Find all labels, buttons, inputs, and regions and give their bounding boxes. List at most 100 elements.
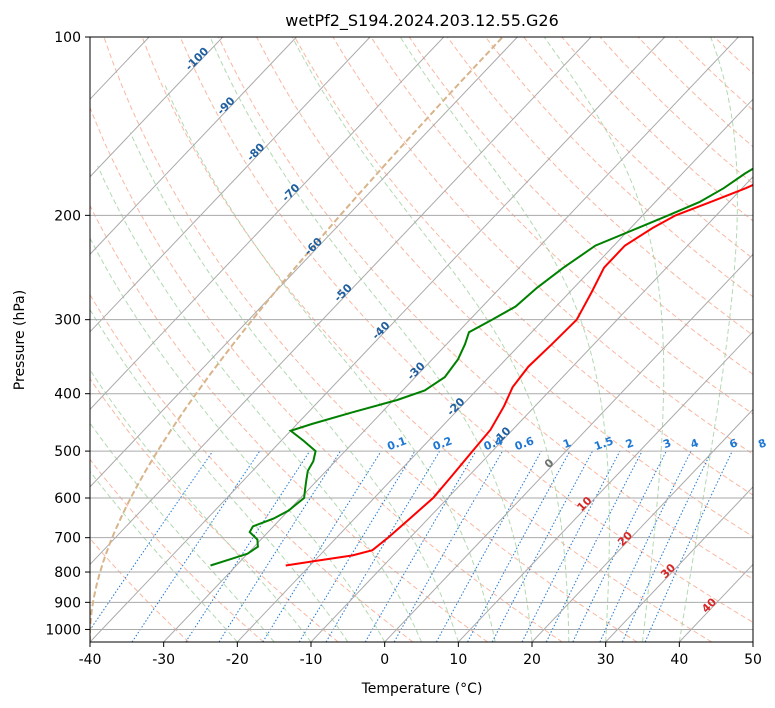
mixing-ratio-label: 0.1 xyxy=(385,434,408,453)
mixing-ratio-line xyxy=(218,450,341,642)
dry-adiabat xyxy=(637,37,753,148)
x-tick-label: 50 xyxy=(744,652,762,668)
isotherm-line xyxy=(90,37,445,411)
dry-adiabat xyxy=(179,37,753,623)
series-line-dewpoint xyxy=(210,167,753,567)
mixing-ratio-label: 6 xyxy=(728,436,740,451)
isotherm-line xyxy=(90,37,297,256)
dry-adiabat xyxy=(90,537,190,642)
moist-adiabat xyxy=(90,470,238,642)
x-tick-label: 20 xyxy=(523,652,541,668)
mixing-ratio-label: 8 xyxy=(756,436,768,451)
moist-adiabat xyxy=(97,165,422,642)
isotherm-label: 10 xyxy=(575,494,595,514)
mixing-ratio-line xyxy=(262,450,382,642)
mixing-ratio-line xyxy=(467,450,571,642)
dry-adiabat xyxy=(370,37,753,415)
x-tick-label: -10 xyxy=(300,652,323,668)
isotherm-line xyxy=(163,37,739,642)
plot-frame xyxy=(89,36,754,643)
mixing-ratio-label: 1 xyxy=(561,436,573,451)
mixing-ratio-label: 3 xyxy=(661,436,673,451)
isotherm-line xyxy=(90,37,224,178)
y-axis-label: Pressure (hPa) xyxy=(12,290,28,390)
lcl-curve xyxy=(90,37,504,642)
isotherm-line xyxy=(457,331,753,642)
moist-adiabat xyxy=(90,422,275,642)
mixing-ratio-line xyxy=(621,450,712,642)
isotherm-label: -80 xyxy=(244,140,267,163)
x-tick-label: 10 xyxy=(449,652,467,668)
moist-adiabat xyxy=(678,37,738,642)
dry-adiabat xyxy=(90,458,264,642)
dry-adiabat xyxy=(90,204,488,642)
mixing-ratio-line xyxy=(298,450,416,642)
mixing-ratio-line xyxy=(435,450,542,642)
isotherm-label: -70 xyxy=(279,181,302,204)
dry-adiabat xyxy=(217,37,753,580)
y-tick-label: 200 xyxy=(54,208,81,224)
x-tick-label: 30 xyxy=(597,652,615,668)
moist-adiabat xyxy=(90,369,312,642)
y-tick-label: 1000 xyxy=(45,622,81,638)
dry-adiabat xyxy=(90,377,339,642)
mixing-ratio-line xyxy=(364,450,477,642)
y-tick-label: 400 xyxy=(54,387,81,403)
isotherm-label: -40 xyxy=(369,319,392,342)
mixing-ratio-line xyxy=(545,450,643,642)
moist-adiabat xyxy=(164,83,496,642)
isotherm-label: 30 xyxy=(658,561,678,581)
moist-adiabat xyxy=(90,308,349,642)
x-tick-label: 40 xyxy=(670,652,688,668)
y-tick-label: 800 xyxy=(54,565,81,581)
dry-adiabat xyxy=(90,106,563,642)
isotherm-line xyxy=(752,641,753,642)
dry-adiabat xyxy=(599,37,753,185)
isotherm-line xyxy=(310,176,753,642)
isotherm-label: -100 xyxy=(183,44,212,73)
moist-adiabat xyxy=(399,37,610,642)
mixing-ratio-line xyxy=(131,450,261,642)
y-tick-label: 500 xyxy=(54,444,81,460)
mixing-ratio-line xyxy=(185,450,311,642)
isotherm-line xyxy=(90,37,592,566)
mixing-ratio-line xyxy=(393,450,503,642)
dry-adiabat xyxy=(523,37,753,260)
series-line-temperature xyxy=(285,183,753,567)
x-tick-label: 0 xyxy=(380,652,389,668)
mixing-ratio-label: 0.6 xyxy=(513,434,536,453)
isotherm-line xyxy=(90,37,666,642)
dry-adiabat xyxy=(408,37,753,375)
isotherm-label: 20 xyxy=(615,529,635,549)
isotherm-line xyxy=(90,37,518,488)
isotherm-line xyxy=(0,37,2,642)
mixing-ratio-line xyxy=(572,450,667,642)
mixing-ratio-label: 0.2 xyxy=(431,434,454,453)
chart-title: wetPf2_S194.2024.203.12.55.G26 xyxy=(285,11,559,31)
dry-adiabat xyxy=(103,37,638,642)
isotherm-label: -90 xyxy=(214,94,237,117)
mixing-ratio-line xyxy=(325,450,441,642)
mixing-ratio-label: 2 xyxy=(624,436,636,451)
dry-adiabat xyxy=(141,37,712,642)
x-tick-label: -30 xyxy=(152,652,175,668)
mixing-ratio-line xyxy=(521,450,621,642)
mixing-ratio-label: 0.4 xyxy=(482,434,505,453)
data-lines xyxy=(210,167,753,567)
moist-adiabat xyxy=(90,237,386,642)
dry-adiabat xyxy=(294,37,753,496)
x-tick-label: -40 xyxy=(79,652,102,668)
isotherm-line xyxy=(236,98,753,642)
y-tick-label: 900 xyxy=(54,595,81,611)
mixing-ratio-label: 4 xyxy=(689,436,701,451)
mixing-ratio-line xyxy=(491,450,594,642)
axes: -40 -30 -20 -10 0 10 20 30 40 5010020030040050060… xyxy=(45,30,762,668)
background-lines xyxy=(0,37,753,642)
mixing-ratio-line xyxy=(90,450,214,631)
isotherm-line xyxy=(605,486,753,642)
x-tick-label: -20 xyxy=(226,652,249,668)
dry-adiabat xyxy=(561,37,753,222)
y-tick-label: 300 xyxy=(54,313,81,329)
dry-adiabat xyxy=(485,37,753,298)
